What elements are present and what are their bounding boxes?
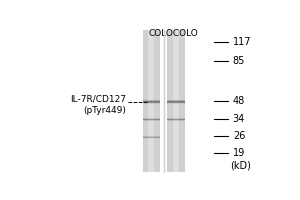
Text: (pTyr449): (pTyr449) [83, 106, 126, 115]
Text: COLOCOLO: COLOCOLO [148, 29, 198, 38]
Text: 85: 85 [233, 56, 245, 66]
Text: 26: 26 [233, 131, 245, 141]
Bar [148, 30, 154, 172]
Bar [143, 30, 160, 172]
Text: 34: 34 [233, 114, 245, 124]
Text: 19: 19 [233, 148, 245, 158]
Text: 117: 117 [233, 37, 251, 47]
Text: 48: 48 [233, 96, 245, 106]
Text: IL-7R/CD127: IL-7R/CD127 [70, 95, 126, 104]
Text: (kD): (kD) [230, 161, 251, 171]
Bar [167, 30, 184, 172]
Bar [173, 30, 179, 172]
